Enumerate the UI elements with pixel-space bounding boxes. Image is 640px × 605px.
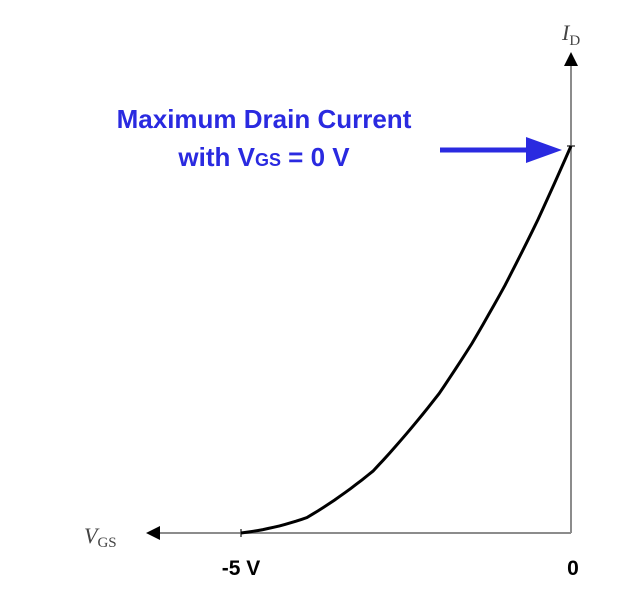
tick-label-minus5: -5 V (222, 557, 261, 580)
series-line-id-curve (240, 145, 573, 535)
x-axis-label: VGS (84, 523, 117, 551)
x-axis-arrow (146, 526, 160, 540)
annotation-line-2: with VGS = 0 V (177, 142, 350, 172)
annotation-arrow-head (526, 137, 562, 163)
tick-label-zero: 0 (567, 557, 579, 580)
y-axis-arrow (564, 52, 578, 66)
y-axis-label: ID (561, 20, 580, 49)
annotation-line-1: Maximum Drain Current (117, 104, 412, 134)
